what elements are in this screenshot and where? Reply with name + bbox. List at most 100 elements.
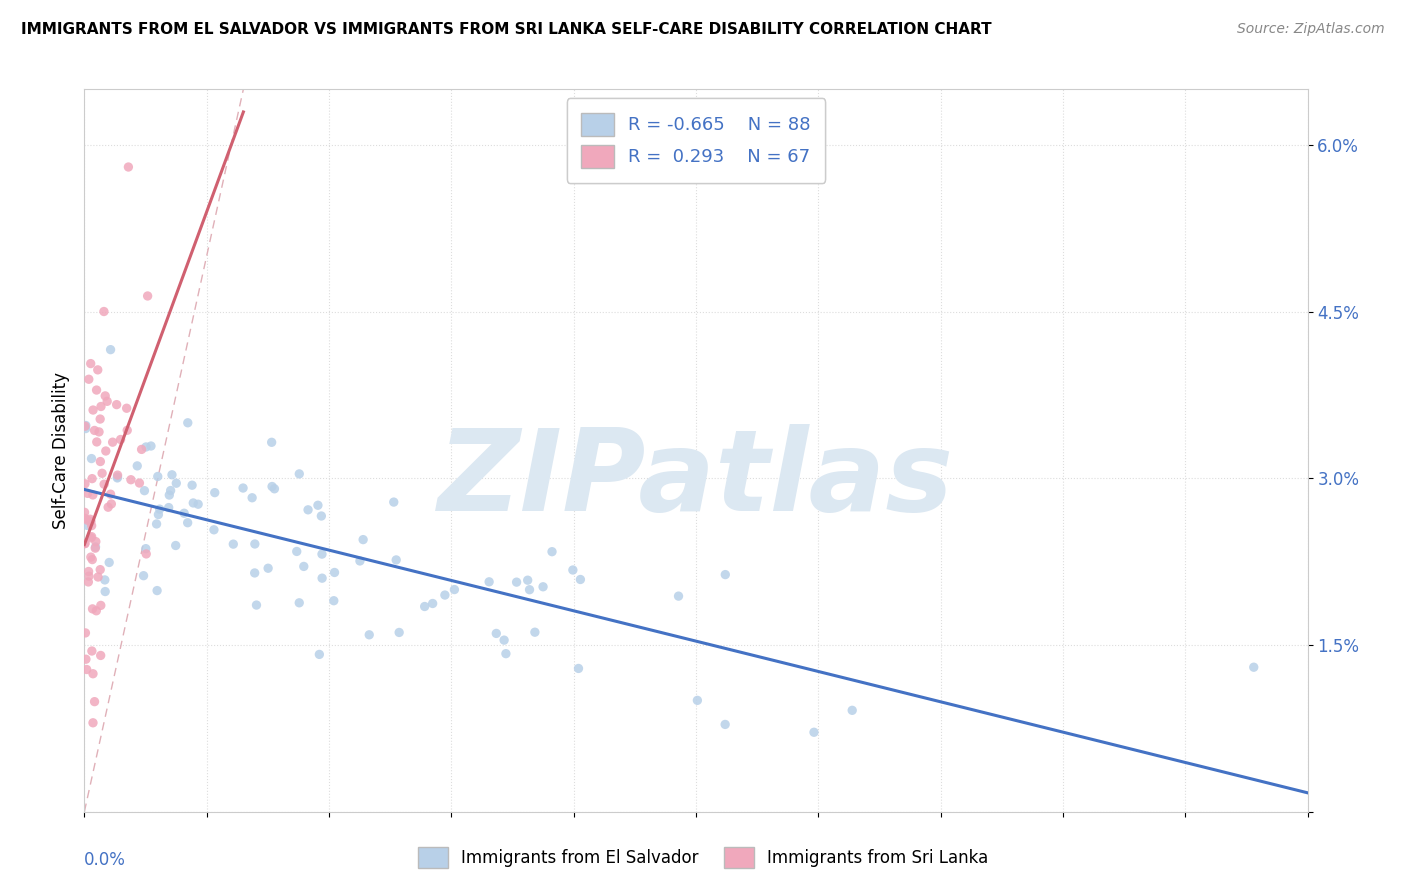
Point <box>84 540 107 554</box>
Point <box>495 647 517 661</box>
Point <box>187 497 209 511</box>
Point <box>202 523 225 537</box>
Point <box>1243 660 1265 674</box>
Point <box>89 563 111 577</box>
Point <box>82 715 104 730</box>
Point <box>73 419 96 434</box>
Point <box>173 506 195 520</box>
Point <box>146 469 169 483</box>
Point <box>86 383 108 397</box>
Point <box>115 401 138 416</box>
Legend: R = -0.665    N = 88, R =  0.293    N = 67: R = -0.665 N = 88, R = 0.293 N = 67 <box>567 98 825 183</box>
Point <box>165 539 187 553</box>
Point <box>569 573 592 587</box>
Point <box>94 573 117 587</box>
Point <box>222 537 245 551</box>
Point <box>83 424 105 438</box>
Point <box>98 556 121 570</box>
Point <box>285 544 308 558</box>
Legend: Immigrants from El Salvador, Immigrants from Sri Lanka: Immigrants from El Salvador, Immigrants … <box>411 840 995 875</box>
Point <box>134 483 156 498</box>
Point <box>135 440 157 454</box>
Point <box>94 584 117 599</box>
Point <box>139 439 162 453</box>
Point <box>91 467 114 481</box>
Point <box>263 482 285 496</box>
Point <box>73 536 96 550</box>
Point <box>567 661 589 675</box>
Point <box>288 596 311 610</box>
Point <box>841 703 863 717</box>
Point <box>157 500 180 515</box>
Point <box>181 478 204 492</box>
Point <box>145 516 167 531</box>
Point <box>80 451 103 466</box>
Point <box>531 580 554 594</box>
Point <box>714 567 737 582</box>
Point <box>359 628 381 642</box>
Point <box>73 476 96 491</box>
Point <box>149 502 172 516</box>
Point <box>90 648 112 663</box>
Point <box>75 652 97 666</box>
Point <box>100 343 122 357</box>
Point <box>232 481 254 495</box>
Point <box>83 695 105 709</box>
Point <box>257 561 280 575</box>
Point <box>84 534 107 549</box>
Point <box>94 444 117 458</box>
Point <box>131 442 153 457</box>
Point <box>311 571 333 585</box>
Point <box>165 476 187 491</box>
Point <box>120 473 142 487</box>
Point <box>686 693 709 707</box>
Point <box>80 357 103 371</box>
Point <box>388 625 411 640</box>
Point <box>80 515 103 529</box>
Point <box>107 470 129 484</box>
Point <box>160 467 183 482</box>
Point <box>478 574 501 589</box>
Point <box>75 421 97 435</box>
Point <box>105 471 128 485</box>
Point <box>73 511 96 525</box>
Point <box>668 589 690 603</box>
Point <box>243 566 266 580</box>
Point <box>311 508 333 523</box>
Point <box>485 626 508 640</box>
Point <box>94 389 117 403</box>
Point <box>79 512 101 526</box>
Point <box>75 418 97 433</box>
Point <box>128 476 150 491</box>
Point <box>803 725 825 739</box>
Point <box>117 160 139 174</box>
Point <box>87 425 110 439</box>
Point <box>100 487 122 501</box>
Point <box>93 304 115 318</box>
Point <box>110 433 132 447</box>
Point <box>77 565 100 579</box>
Point <box>181 496 204 510</box>
Point <box>77 372 100 386</box>
Point <box>157 488 180 502</box>
Point <box>107 468 129 483</box>
Point <box>413 599 436 614</box>
Point <box>505 575 527 590</box>
Point <box>288 467 311 481</box>
Text: 0.0%: 0.0% <box>84 852 127 870</box>
Point <box>292 559 315 574</box>
Point <box>100 497 122 511</box>
Point <box>433 588 456 602</box>
Point <box>352 533 374 547</box>
Point <box>523 625 546 640</box>
Point <box>82 552 104 566</box>
Point <box>245 598 267 612</box>
Point <box>105 398 128 412</box>
Point <box>87 570 110 584</box>
Point <box>135 547 157 561</box>
Point <box>443 582 465 597</box>
Point <box>127 458 149 473</box>
Point <box>322 593 344 607</box>
Point <box>82 666 104 681</box>
Point <box>77 569 100 583</box>
